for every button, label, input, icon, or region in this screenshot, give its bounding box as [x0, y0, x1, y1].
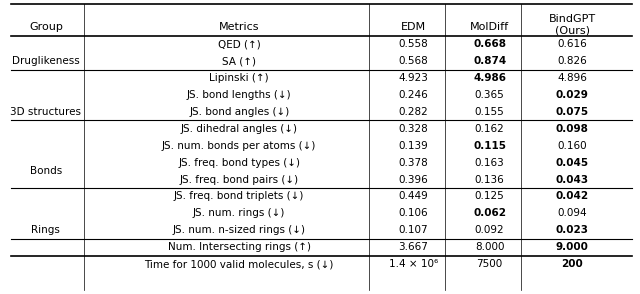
- Text: JS. num. n-sized rings (↓): JS. num. n-sized rings (↓): [173, 225, 306, 235]
- Text: JS. num. bonds per atoms (↓): JS. num. bonds per atoms (↓): [162, 141, 316, 151]
- Text: JS. bond angles (↓): JS. bond angles (↓): [189, 107, 289, 117]
- Text: 0.616: 0.616: [557, 39, 587, 49]
- Text: 4.896: 4.896: [557, 73, 587, 83]
- Text: 0.162: 0.162: [475, 124, 504, 134]
- Text: 0.874: 0.874: [473, 56, 506, 66]
- Text: Time for 1000 valid molecules, s (↓): Time for 1000 valid molecules, s (↓): [145, 259, 334, 269]
- Text: 0.092: 0.092: [475, 225, 504, 235]
- Text: JS. freq. bond triplets (↓): JS. freq. bond triplets (↓): [174, 191, 305, 201]
- Text: Num. Intersecting rings (↑): Num. Intersecting rings (↑): [168, 242, 310, 252]
- Text: 0.098: 0.098: [556, 124, 589, 134]
- Text: JS. num. rings (↓): JS. num. rings (↓): [193, 208, 285, 218]
- Text: 0.094: 0.094: [557, 208, 587, 218]
- Text: 0.125: 0.125: [475, 191, 504, 201]
- Text: JS. dihedral angles (↓): JS. dihedral angles (↓): [180, 124, 298, 134]
- Text: EDM: EDM: [401, 22, 426, 32]
- Text: Metrics: Metrics: [219, 22, 259, 32]
- Text: 200: 200: [561, 259, 583, 269]
- Text: BindGPT
(Ours): BindGPT (Ours): [548, 14, 596, 36]
- Text: 0.568: 0.568: [399, 56, 428, 66]
- Text: 1.4 × 10⁶: 1.4 × 10⁶: [389, 259, 438, 269]
- Text: 0.139: 0.139: [399, 141, 428, 151]
- Text: 8.000: 8.000: [475, 242, 504, 252]
- Text: 0.155: 0.155: [475, 107, 504, 117]
- Text: 0.106: 0.106: [399, 208, 428, 218]
- Text: 0.668: 0.668: [473, 39, 506, 49]
- Text: 0.160: 0.160: [557, 141, 587, 151]
- Text: 0.558: 0.558: [399, 39, 428, 49]
- Text: SA (↑): SA (↑): [222, 56, 256, 66]
- Text: 7500: 7500: [477, 259, 503, 269]
- Text: JS. bond lengths (↓): JS. bond lengths (↓): [187, 90, 292, 100]
- Text: JS. freq. bond types (↓): JS. freq. bond types (↓): [178, 158, 300, 168]
- Text: 0.107: 0.107: [399, 225, 428, 235]
- Text: 0.136: 0.136: [475, 175, 504, 185]
- Text: 0.826: 0.826: [557, 56, 587, 66]
- Text: 0.365: 0.365: [475, 90, 504, 100]
- Text: 4.986: 4.986: [473, 73, 506, 83]
- Text: 0.246: 0.246: [399, 90, 428, 100]
- Text: JS. freq. bond pairs (↓): JS. freq. bond pairs (↓): [180, 175, 299, 185]
- Text: 0.163: 0.163: [475, 158, 504, 168]
- Text: 0.396: 0.396: [399, 175, 428, 185]
- Text: 0.328: 0.328: [399, 124, 428, 134]
- Text: 0.029: 0.029: [556, 90, 589, 100]
- Text: 0.115: 0.115: [473, 141, 506, 151]
- Text: 0.378: 0.378: [399, 158, 428, 168]
- Text: 0.062: 0.062: [473, 208, 506, 218]
- Text: 3D structures: 3D structures: [10, 107, 81, 117]
- Text: 0.042: 0.042: [556, 191, 589, 201]
- Text: Group: Group: [29, 22, 63, 32]
- Text: 0.045: 0.045: [556, 158, 589, 168]
- Text: Bonds: Bonds: [29, 166, 62, 176]
- Text: QED (↑): QED (↑): [218, 39, 260, 49]
- Text: 4.923: 4.923: [399, 73, 429, 83]
- Text: 0.075: 0.075: [556, 107, 589, 117]
- Text: 0.043: 0.043: [556, 175, 589, 185]
- Text: 3.667: 3.667: [399, 242, 429, 252]
- Text: 0.282: 0.282: [399, 107, 428, 117]
- Text: 0.023: 0.023: [556, 225, 589, 235]
- Text: Rings: Rings: [31, 225, 60, 235]
- Text: 0.449: 0.449: [399, 191, 428, 201]
- Text: MolDiff: MolDiff: [470, 22, 509, 32]
- Text: 9.000: 9.000: [556, 242, 589, 252]
- Text: Druglikeness: Druglikeness: [12, 56, 80, 66]
- Text: Lipinski (↑): Lipinski (↑): [209, 73, 269, 83]
